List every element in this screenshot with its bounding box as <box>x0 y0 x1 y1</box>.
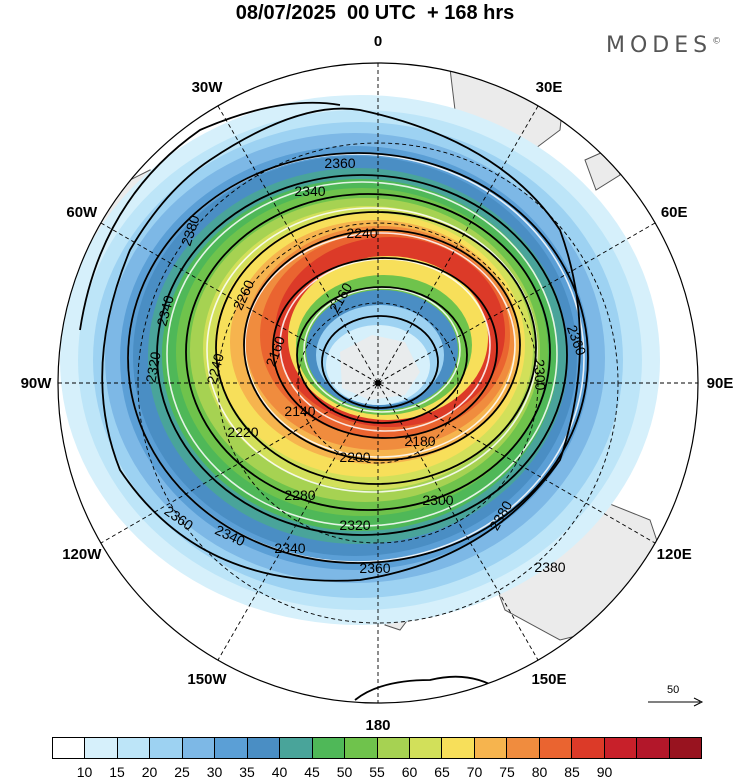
colorbar-segment <box>182 738 216 758</box>
colorbar-tick-label: 60 <box>401 764 418 780</box>
longitude-labels: 0 30E 60E 90E 120E 150E 180 150W 120W 90W 60W 30W <box>21 33 734 734</box>
longitude-label: 90W <box>21 375 53 392</box>
brand-logo: MODES© <box>606 33 721 58</box>
contour-label: 2240 <box>203 351 227 385</box>
colorbar-tick-label: 25 <box>174 764 190 780</box>
colorbar-segment <box>247 738 281 758</box>
colorbar-tick-label: 10 <box>76 764 93 780</box>
contour-label: 2220 <box>227 424 258 440</box>
colorbar-segment <box>474 738 508 758</box>
colorbar-tick-label: 15 <box>109 764 125 780</box>
contour-label: 2340 <box>153 293 177 327</box>
colorbar-tick-label: 85 <box>564 764 580 780</box>
colorbar <box>52 737 702 759</box>
longitude-label: 90E <box>707 375 734 392</box>
colorbar-tick-label: 80 <box>531 764 548 780</box>
colorbar-segment <box>53 738 86 758</box>
colorbar-segment <box>604 738 638 758</box>
contour-label: 2200 <box>339 449 370 465</box>
contour-label: 2360 <box>324 155 355 171</box>
polar-map: 0 30E 60E 90E 120E 150E 180 150W 120W 90W 60W 30W 2… <box>21 33 734 734</box>
colorbar-segment <box>117 738 151 758</box>
brand-text: MODES <box>606 33 713 58</box>
reference-vector-arrow <box>648 697 704 707</box>
colorbar-segment <box>85 738 118 758</box>
map-title: 08/07/2025 00 UTC + 168 hrs <box>235 2 515 24</box>
colorbar-tick-label: 40 <box>271 764 288 780</box>
colorbar-segment <box>280 738 313 758</box>
colorbar-tick-label: 20 <box>141 764 158 780</box>
longitude-label: 30W <box>192 79 224 96</box>
contour-label: 2300 <box>422 492 453 508</box>
colorbar-segment <box>637 738 670 758</box>
longitude-label: 120W <box>62 546 102 563</box>
colorbar-tick-label: 50 <box>336 764 353 780</box>
longitude-label: 0 <box>374 33 382 50</box>
colorbar-tick-label: 90 <box>596 764 613 780</box>
colorbar-segment <box>442 738 475 758</box>
longitude-label: 60W <box>66 204 98 221</box>
colorbar-tick-label: 35 <box>239 764 255 780</box>
contour-label: 2320 <box>339 517 370 533</box>
contour-label: 2340 <box>274 540 305 556</box>
pole-marker <box>375 380 381 386</box>
colorbar-segment <box>507 738 540 758</box>
colorbar-tick-label: 45 <box>304 764 320 780</box>
colorbar-segment <box>572 738 605 758</box>
colorbar-tick-label: 70 <box>466 764 483 780</box>
colorbar-segment <box>669 738 702 758</box>
colorbar-tick-label: 75 <box>499 764 515 780</box>
longitude-label: 120E <box>657 546 692 563</box>
graticule <box>58 63 698 703</box>
copyright-mark: © <box>712 36 722 47</box>
contour-label: 2180 <box>404 433 435 449</box>
contour-label: 2360 <box>359 560 390 576</box>
reference-vector-label: 50 <box>667 684 680 696</box>
height-contours <box>79 101 589 701</box>
colorbar-tick-label: 55 <box>369 764 385 780</box>
colorbar-segment <box>215 738 248 758</box>
map-border <box>57 62 699 704</box>
colorbar-segment <box>150 738 183 758</box>
contour-label: 2280 <box>284 487 315 503</box>
longitude-label: 180 <box>365 717 390 734</box>
colorbar-segment <box>377 738 410 758</box>
contour-label: 2340 <box>294 183 325 199</box>
colorbar-segment <box>312 738 346 758</box>
colorbar-labels: 10 15 20 25 30 35 40 45 50 55 60 65 70 75 80 85 90 <box>52 764 702 780</box>
contour-label: 2320 <box>142 350 163 384</box>
longitude-label: 150E <box>531 671 566 688</box>
colorbar-segment <box>345 738 378 758</box>
wind-streamlines <box>127 153 585 563</box>
longitude-label: 60E <box>661 204 688 221</box>
contour-label: 2380 <box>534 559 565 575</box>
colorbar-tick-label: 65 <box>434 764 450 780</box>
contour-label: 2140 <box>284 403 315 419</box>
contour-label: 2240 <box>346 225 377 241</box>
colorbar-segment <box>409 738 443 758</box>
colorbar-segment <box>539 738 573 758</box>
colorbar-tick-label: 30 <box>206 764 223 780</box>
longitude-label: 150W <box>187 671 227 688</box>
longitude-label: 30E <box>536 79 563 96</box>
contour-label: 2300 <box>531 359 548 391</box>
